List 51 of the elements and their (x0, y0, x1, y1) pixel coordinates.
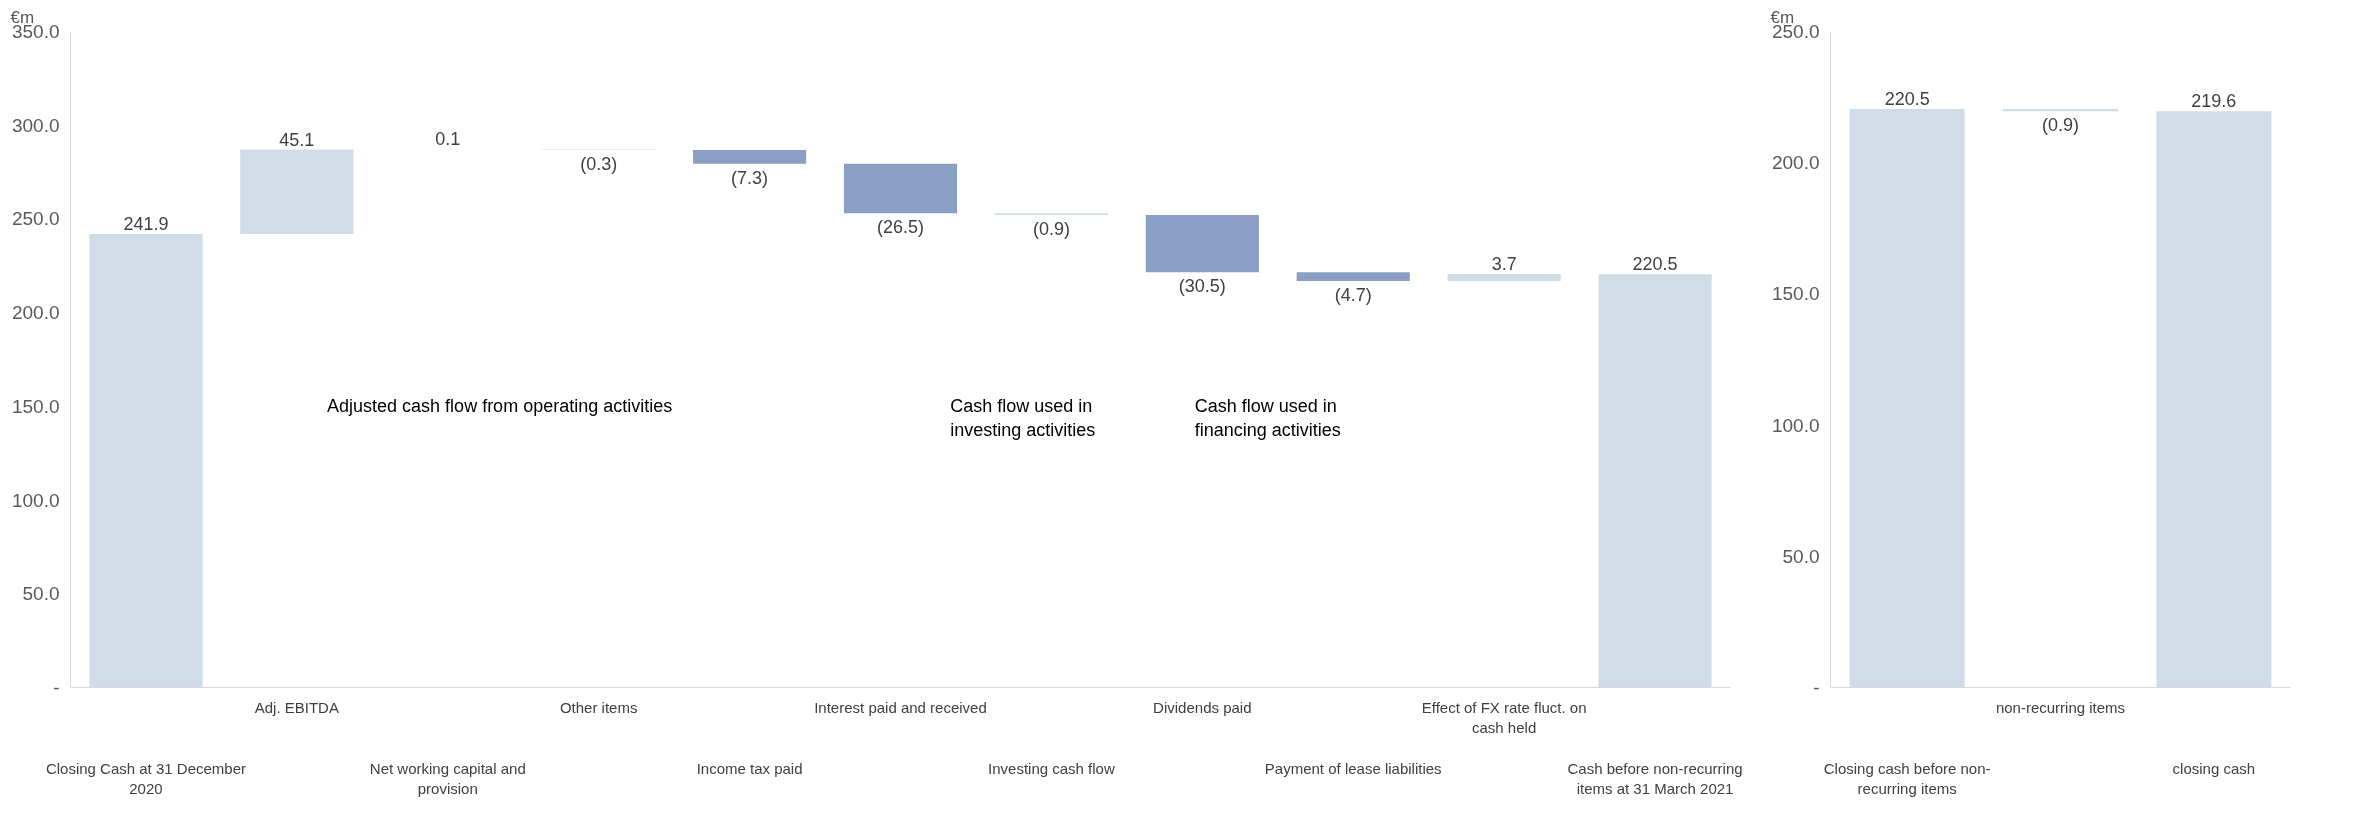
x-tick-label: Closing cash before non-recurring items (1823, 759, 1991, 798)
y-tick-label: 150.0 (11, 395, 60, 417)
x-tick-label: Interest paid and received (814, 698, 987, 716)
data-label: 0.1 (435, 129, 461, 150)
data-label: 3.7 (1491, 254, 1517, 275)
x-tick-label: Net working capital and provision (369, 759, 526, 798)
x-tick-label: Adj. EBITDA (254, 698, 339, 716)
annotation: Cash flow used in financing activities (1194, 395, 1341, 440)
x-tick-label: Effect of FX rate fluct. on cash held (1421, 698, 1587, 736)
data-label: (0.9) (2041, 115, 2080, 136)
x-tick-label: Investing cash flow (988, 759, 1115, 777)
y-tick-label: 150.0 (1771, 283, 1820, 305)
bar (1447, 274, 1561, 281)
bar (240, 149, 354, 235)
y-tick-label: 200.0 (11, 302, 60, 324)
bar (1296, 272, 1410, 281)
data-label: (0.3) (580, 153, 618, 174)
data-label: 45.1 (279, 129, 315, 150)
data-label: 219.6 (2191, 91, 2237, 112)
x-tick-label: Dividends paid (1153, 698, 1252, 716)
data-label: (4.7) (1334, 284, 1372, 305)
x-tick-label: Closing Cash at 31 December 2020 (45, 759, 247, 798)
y-tick-label: 300.0 (11, 114, 60, 136)
data-label: (30.5) (1178, 276, 1226, 297)
annotation: Adjusted cash flow from operating activities (327, 395, 673, 416)
y-tick-label: 50.0 (22, 583, 60, 605)
x-tick-label: Payment of lease liabilities (1264, 759, 1442, 777)
y-tick-label: 100.0 (11, 489, 60, 511)
data-label: 220.5 (1884, 88, 1930, 109)
data-label: (7.3) (731, 167, 769, 188)
data-label: 220.5 (1632, 254, 1678, 275)
bar (843, 163, 958, 214)
x-tick-label: Cash before non-recurring items at 31 March 2021 (1567, 759, 1743, 798)
x-tick-label: closing cash (2172, 759, 2256, 777)
y-tick-label: 50.0 (1782, 545, 1820, 567)
bar (1145, 214, 1259, 273)
x-tick-label: non-recurring items (1995, 698, 2126, 716)
data-label: (26.5) (876, 217, 925, 238)
data-label: (0.9) (1032, 218, 1070, 239)
bar (693, 149, 807, 164)
x-tick-label: Other items (559, 698, 638, 716)
y-tick-label: 250.0 (11, 208, 60, 230)
data-label: 241.9 (123, 214, 169, 235)
bar (1598, 274, 1712, 688)
y-tick-label: 200.0 (1771, 152, 1820, 174)
y-tick-label: 100.0 (1771, 414, 1820, 436)
bar (89, 234, 203, 688)
y-tick-label: - (53, 677, 60, 698)
annotation: Cash flow used in investing activities (950, 395, 1096, 440)
x-tick-label: Income tax paid (696, 759, 803, 777)
y-tick-label: - (1813, 677, 1820, 698)
